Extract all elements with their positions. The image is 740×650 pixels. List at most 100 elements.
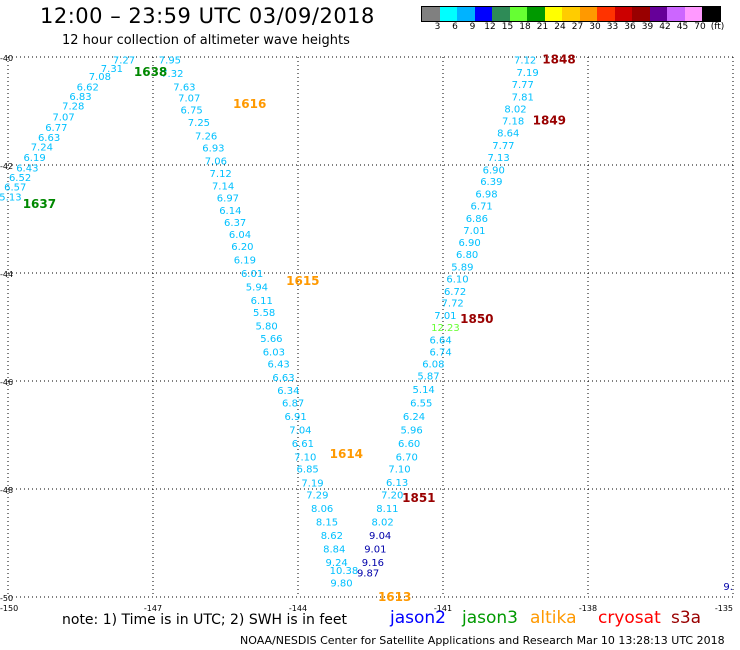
wave-height-value: 6.11 xyxy=(251,296,273,307)
colorbar-label: 21 xyxy=(536,22,549,32)
satellite-legend-item: jason3 xyxy=(462,608,518,628)
colorbar-swatch xyxy=(474,7,492,21)
pass-time-label: 1613 xyxy=(378,590,411,604)
wave-height-value: 6.08 xyxy=(422,360,444,371)
wave-height-value: 7.27 xyxy=(113,56,135,67)
pass-time-label: 1638 xyxy=(134,65,167,79)
wave-height-value: 7.01 xyxy=(434,311,456,322)
lon-tick-label: -150 xyxy=(0,604,18,613)
satellite-legend-item: altika xyxy=(530,608,577,628)
colorbar-label: 18 xyxy=(519,22,531,32)
wave-height-value: 6.14 xyxy=(219,206,241,217)
wave-height-value: 7.01 xyxy=(463,226,485,237)
colorbar-label: 9 xyxy=(469,22,476,32)
wave-height-value: 7.32 xyxy=(161,69,183,80)
wave-height-value: 7.19 xyxy=(516,68,538,79)
wave-height-value: 6.62 xyxy=(77,83,99,94)
wave-height-value: 7.24 xyxy=(31,143,53,154)
wave-height-value: 6.63 xyxy=(272,373,294,384)
wave-height-value: 8.11 xyxy=(376,504,398,515)
wave-height-value: 6.97 xyxy=(217,193,239,204)
wave-height-value: 7.25 xyxy=(188,118,210,129)
wave-height-value: 6.75 xyxy=(181,105,203,116)
wave-height-value: 6.61 xyxy=(292,439,314,450)
wave-height-value: 8.15 xyxy=(316,517,338,528)
wave-height-value: 7.04 xyxy=(289,426,311,437)
wave-height-value: 7.29 xyxy=(306,490,328,501)
wave-height-value: 6.87 xyxy=(282,399,304,410)
wave-height-value: 6.57 xyxy=(4,183,26,194)
wave-height-value: 7.95 xyxy=(159,56,181,67)
pass-time-label: 1637 xyxy=(23,197,56,211)
wave-height-value: 7.12 xyxy=(210,169,232,180)
wave-height-value: 5.89 xyxy=(451,263,473,274)
credit-line: NOAA/NESDIS Center for Satellite Applica… xyxy=(240,634,725,647)
colorbar-swatch xyxy=(457,7,475,21)
lon-tick-label: -135 xyxy=(715,604,733,613)
wave-height-value: 6.19 xyxy=(23,153,45,164)
wave-height-value: 7.07 xyxy=(178,94,200,105)
colorbar-label: 24 xyxy=(554,22,566,32)
wave-height-value: 6.10 xyxy=(446,274,468,285)
wave-height-value: 5.87 xyxy=(417,372,439,383)
wave-height-value: 8.64 xyxy=(497,129,519,140)
colorbar-swatch xyxy=(492,7,510,21)
pass-time-label: 1614 xyxy=(330,447,363,461)
color-legend-labels: 3 6 9 12 15 18 21 24 27 30 33 36 39 42 45 70 (ft) xyxy=(421,22,740,34)
wave-height-value: 8.02 xyxy=(504,104,526,115)
colorbar-swatch xyxy=(527,7,545,21)
wave-height-value: 7.28 xyxy=(62,102,84,113)
pass-time-label: 1615 xyxy=(286,274,319,288)
wave-height-value: 6.60 xyxy=(398,439,420,450)
wave-height-value: 5.58 xyxy=(253,308,275,319)
colorbar-swatch xyxy=(509,7,527,21)
wave-height-value: 8.84 xyxy=(323,544,345,555)
wave-height-value: 5.66 xyxy=(260,334,282,345)
wave-height-value: 7.77 xyxy=(512,80,534,91)
wave-height-value: 6.01 xyxy=(241,269,263,280)
wave-height-value: 7.10 xyxy=(294,453,316,464)
wave-height-value: 7.19 xyxy=(301,479,323,490)
lat-tick-label: -40 xyxy=(0,54,13,63)
colorbar-swatch xyxy=(667,7,685,21)
wave-height-value: 6.98 xyxy=(475,190,497,201)
wave-height-value: 6.03 xyxy=(263,347,285,358)
wave-height-value: 6.43 xyxy=(16,164,38,175)
wave-height-value: 7.20 xyxy=(381,490,403,501)
wave-height-value: 12.23 xyxy=(431,323,460,334)
satellite-legend-item: jason2 xyxy=(390,608,446,628)
wave-height-value: 9.16 xyxy=(362,558,384,569)
colorbar-label: 33 xyxy=(606,22,619,32)
wave-height-value: 9.01 xyxy=(364,544,386,555)
colorbar-label: 27 xyxy=(571,22,584,32)
wave-height-value: 6.74 xyxy=(429,347,451,358)
lon-tick-label: -144 xyxy=(289,604,307,613)
wave-height-value: 6.55 xyxy=(410,399,432,410)
wave-height-value: 5.80 xyxy=(255,321,277,332)
wave-height-value: 6.91 xyxy=(284,412,306,423)
wave-height-value: 7.13 xyxy=(487,153,509,164)
wave-height-value: 6.64 xyxy=(429,335,451,346)
wave-height-value: 8.62 xyxy=(321,531,343,542)
satellite-legend-item: s3a xyxy=(671,608,702,628)
colorbar-swatch xyxy=(422,7,440,21)
wave-height-value: 9.80 xyxy=(330,578,352,589)
pass-time-label: 1851 xyxy=(402,491,435,505)
wave-height-value: 7.06 xyxy=(205,157,227,168)
wave-height-value: 6.83 xyxy=(69,92,91,103)
satellite-legend-item: cryosat xyxy=(598,608,661,628)
footer-note: note: 1) Time is in UTC; 2) SWH is in fe… xyxy=(62,612,348,628)
colorbar-swatch xyxy=(632,7,650,21)
wave-height-value: 8.02 xyxy=(371,517,393,528)
wave-height-value: 6.72 xyxy=(444,287,466,298)
colorbar-label: 12 xyxy=(484,22,496,32)
wave-height-value: 6.24 xyxy=(403,412,425,423)
lon-tick-label: -147 xyxy=(144,604,162,613)
colorbar-label: (ft) xyxy=(710,22,725,32)
wave-height-value: 6.86 xyxy=(466,214,488,225)
wave-height-value: 9.87 xyxy=(357,569,379,580)
colorbar-swatch xyxy=(684,7,702,21)
wave-height-value: 9.24 xyxy=(326,558,348,569)
wave-height-value: 5.14 xyxy=(413,385,435,396)
